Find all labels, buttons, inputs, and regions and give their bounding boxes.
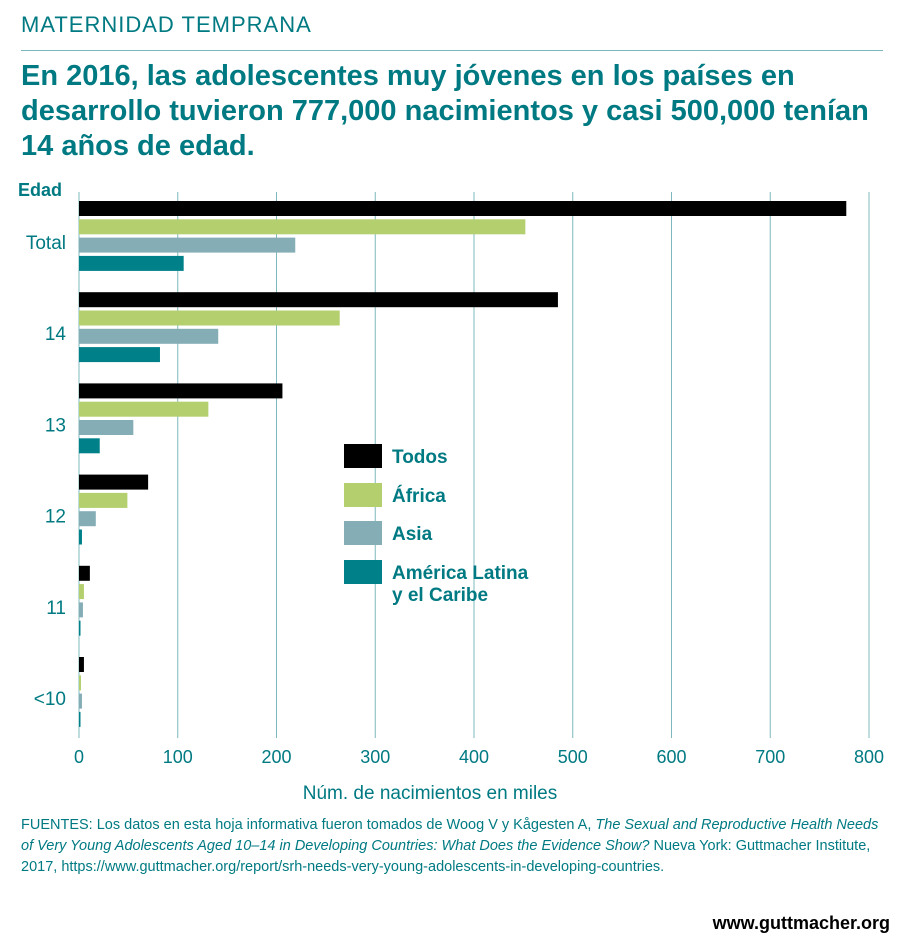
bar-chart: Total 14 13 12 11 <10 0 100 200 300 400 500 600 700 8… [26, 192, 884, 804]
category-label: 13 [45, 415, 66, 436]
legend-swatch-africa [344, 483, 382, 507]
header-divider [21, 50, 883, 51]
bar [79, 675, 81, 691]
legend-swatch-latam [344, 560, 382, 584]
bar [79, 511, 96, 527]
category-labels: Total 14 13 12 11 <10 [26, 233, 67, 710]
x-tick-label: 100 [163, 747, 193, 767]
kicker-label: MATERNIDAD TEMPRANA [21, 12, 312, 37]
bar [79, 492, 128, 508]
grid-lines [78, 192, 870, 738]
bar [79, 401, 209, 417]
bar [79, 474, 149, 490]
category-label: 11 [46, 598, 66, 619]
bar [79, 255, 184, 271]
category-label: <10 [34, 689, 66, 710]
x-tick-label: 200 [261, 747, 291, 767]
category-label: 14 [45, 324, 67, 345]
bar [79, 237, 296, 253]
legend-label-latam-line1: América Latina [392, 563, 529, 584]
bar [79, 328, 219, 344]
bar [79, 347, 160, 363]
bar [79, 657, 84, 672]
legend-swatch-asia [344, 521, 382, 545]
bar [79, 219, 526, 235]
bar [79, 693, 82, 709]
bar [79, 438, 100, 454]
bar [79, 711, 81, 727]
bar [79, 420, 134, 435]
legend-swatch-todos [344, 444, 382, 468]
source-note: FUENTES: Los datos en esta hoja informat… [21, 815, 891, 878]
legend: Todos África Asia América Latina y el Ca… [344, 444, 529, 606]
legend-label-asia: Asia [392, 524, 433, 545]
legend-label-todos: Todos [392, 447, 448, 468]
page-title: En 2016, las adolescentes muy jóvenes en… [21, 60, 869, 162]
site-url: www.guttmacher.org [712, 913, 890, 933]
source-title: The Sexual and Reproductive Health Needs… [21, 817, 879, 854]
source-text-1: FUENTES: Los datos en esta hoja informat… [21, 817, 596, 833]
bar [79, 292, 558, 308]
bar [79, 602, 83, 618]
x-tick-label: 800 [854, 747, 884, 767]
bar [79, 310, 340, 326]
bars [79, 201, 847, 727]
x-tick-labels: 0 100 200 300 400 500 600 700 800 [74, 747, 884, 767]
bar [79, 529, 82, 545]
bar [79, 584, 84, 600]
x-tick-label: 400 [459, 747, 489, 767]
category-label: Total [26, 233, 66, 254]
bar [79, 383, 283, 399]
x-tick-label: 0 [74, 747, 84, 767]
bar [79, 201, 847, 216]
y-axis-title: Edad [18, 180, 63, 200]
x-axis-title: Núm. de nacimientos en miles [303, 783, 558, 804]
x-tick-label: 300 [360, 747, 390, 767]
category-label: 12 [45, 507, 66, 528]
legend-label-latam-line2: y el Caribe [392, 585, 488, 606]
source-text-2: Nueva York: Guttmacher Institute, 2017, … [21, 838, 871, 875]
x-tick-label: 700 [755, 747, 785, 767]
x-tick-label: 600 [656, 747, 686, 767]
legend-label-africa: África [392, 485, 446, 507]
bar [79, 565, 90, 581]
bar [79, 620, 81, 636]
x-tick-label: 500 [558, 747, 588, 767]
